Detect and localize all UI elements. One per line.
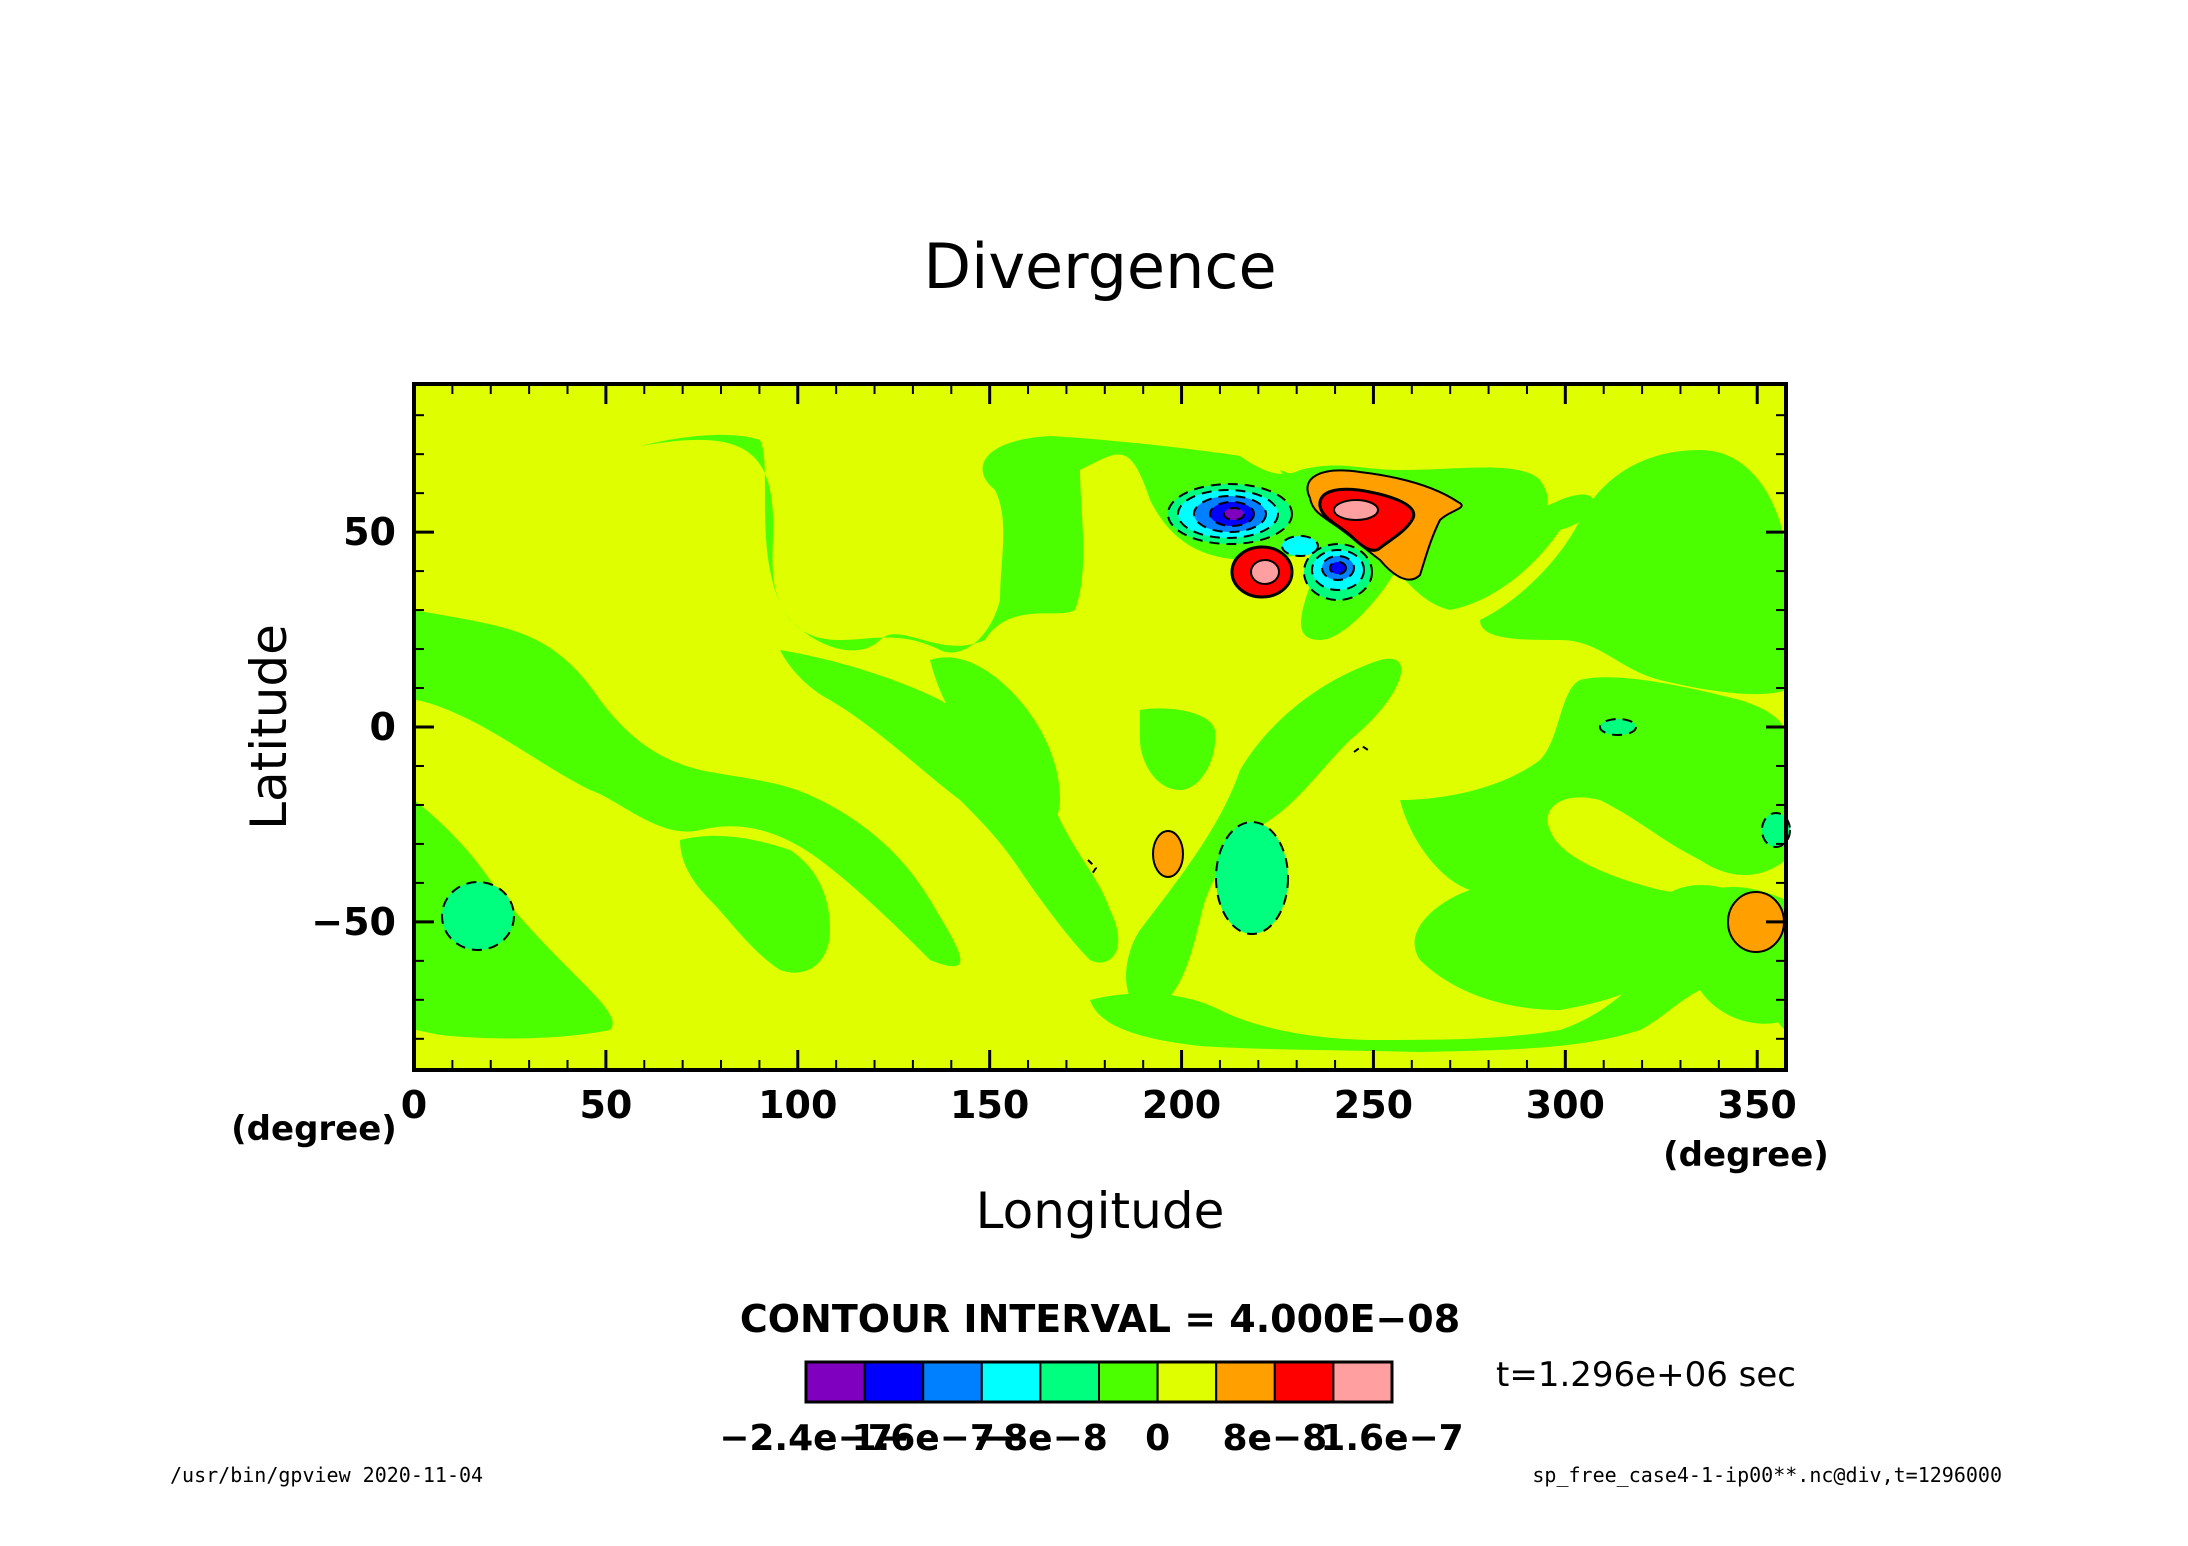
footer-right: sp_free_case4-1-ip00**.nc@div,t=1296000 xyxy=(1532,1463,2002,1487)
small-dashed-contours xyxy=(1087,744,1369,875)
plot-area xyxy=(412,382,1791,1072)
contour-interval-label: CONTOUR INTERVAL = 4.000E−08 xyxy=(740,1297,1460,1341)
x-tick-label-3: 150 xyxy=(950,1083,1029,1127)
region-southern-indian-mid xyxy=(680,835,830,973)
colorbar-swatch-6 xyxy=(1156,1361,1218,1403)
x-tick-labels: 0 50 100 150 200 250 300 350 xyxy=(401,1083,1797,1127)
x-tick-label-1: 50 xyxy=(579,1083,632,1127)
region-south-atlantic-strip xyxy=(1450,885,1750,994)
colorbar-labels: −2.4e−71.6e−7−8e−8 0 8e−81.6e−7− − xyxy=(719,1418,1463,1459)
patch-south-indian xyxy=(441,881,515,951)
colorbar-label-0: −2.4e−7 xyxy=(719,1418,893,1459)
core-pacific-pink xyxy=(1250,559,1280,585)
colorbar-swatch-0 xyxy=(805,1361,866,1403)
x-tick-label-4: 200 xyxy=(1142,1083,1221,1127)
moderate-convergence-patches xyxy=(441,718,1791,951)
core-pacific-low-purple xyxy=(1223,507,1245,521)
region-southern-band xyxy=(1090,886,1786,1052)
colorbar xyxy=(804,1360,1394,1404)
patch-equatorial-atlantic xyxy=(1599,718,1637,736)
y-tick-label-1: 0 xyxy=(370,705,396,749)
x-tick-label-0: 0 xyxy=(401,1083,427,1127)
y-tick-label-2: 50 xyxy=(343,510,396,554)
colorbar-swatch-3 xyxy=(980,1361,1042,1403)
x-tick-label-2: 100 xyxy=(758,1083,837,1127)
y-axis-label: Latitude xyxy=(240,624,298,830)
colorbar-swatch-1 xyxy=(863,1361,925,1403)
colorbar-swatch-8 xyxy=(1273,1361,1335,1403)
colorbar-label-5: 1.6e−7 xyxy=(1320,1418,1463,1459)
region-tropical-east xyxy=(1126,658,1402,1010)
colorbar-swatch-2 xyxy=(922,1361,983,1403)
colorbar-frame xyxy=(804,1360,1394,1404)
patch-south-pacific xyxy=(1215,821,1289,935)
core-link-cyan xyxy=(1281,535,1319,557)
x-tick-label-5: 250 xyxy=(1334,1083,1413,1127)
patch-south-pacific-orange xyxy=(1152,830,1184,878)
y-tick-labels: −50 0 50 xyxy=(311,510,396,944)
time-label: t=1.296e+06 sec xyxy=(1496,1355,1796,1395)
colorbar-label-1: 1.6e−7 xyxy=(851,1418,994,1459)
x-tick-label-7: 350 xyxy=(1718,1083,1797,1127)
region-north-atlantic xyxy=(1480,450,1786,695)
colorbar-swatch-7 xyxy=(1215,1361,1276,1403)
y-tick-label-0: −50 xyxy=(311,900,396,944)
colorbar-label-3: 0 xyxy=(1145,1418,1170,1459)
x-unit-label: (degree) xyxy=(1663,1135,1829,1175)
region-equatorial-pacific-strip xyxy=(930,657,1060,843)
patch-southeast-edge xyxy=(1761,812,1791,848)
y-unit-label: (degree) xyxy=(231,1109,397,1149)
colorbar-label-4: 8e−8 xyxy=(1222,1418,1327,1459)
colorbar-swatch-9 xyxy=(1332,1361,1394,1403)
colorbar-swatch-4 xyxy=(1039,1361,1101,1403)
region-tropical-band-west xyxy=(414,610,961,967)
x-tick-label-6: 300 xyxy=(1526,1083,1605,1127)
region-southeast-strip xyxy=(1760,960,1786,1030)
contour-fragment-a xyxy=(1087,859,1098,875)
core-north-america-pink xyxy=(1333,499,1379,521)
region-tropical-band-central xyxy=(780,650,1119,963)
colorbar-minus-connector-1: − xyxy=(995,1418,1025,1459)
strong-convergence-cores xyxy=(1167,483,1373,601)
core-america-low-blue xyxy=(1329,561,1347,575)
colorbar-minus-connector-0: − xyxy=(880,1418,910,1459)
colorbar-swatch-5 xyxy=(1098,1361,1159,1403)
chart-title: Divergence xyxy=(923,230,1276,303)
contour-fragment-b xyxy=(1353,744,1369,753)
footer-left: /usr/bin/gpview 2020-11-04 xyxy=(170,1463,483,1487)
axis-ticks xyxy=(412,384,1786,1070)
region-equatorial-small xyxy=(1140,708,1216,790)
colorbar-label-2: −8e−8 xyxy=(973,1418,1108,1459)
x-axis-label: Longitude xyxy=(976,1182,1225,1240)
strong-divergence-cores xyxy=(1230,487,1416,599)
